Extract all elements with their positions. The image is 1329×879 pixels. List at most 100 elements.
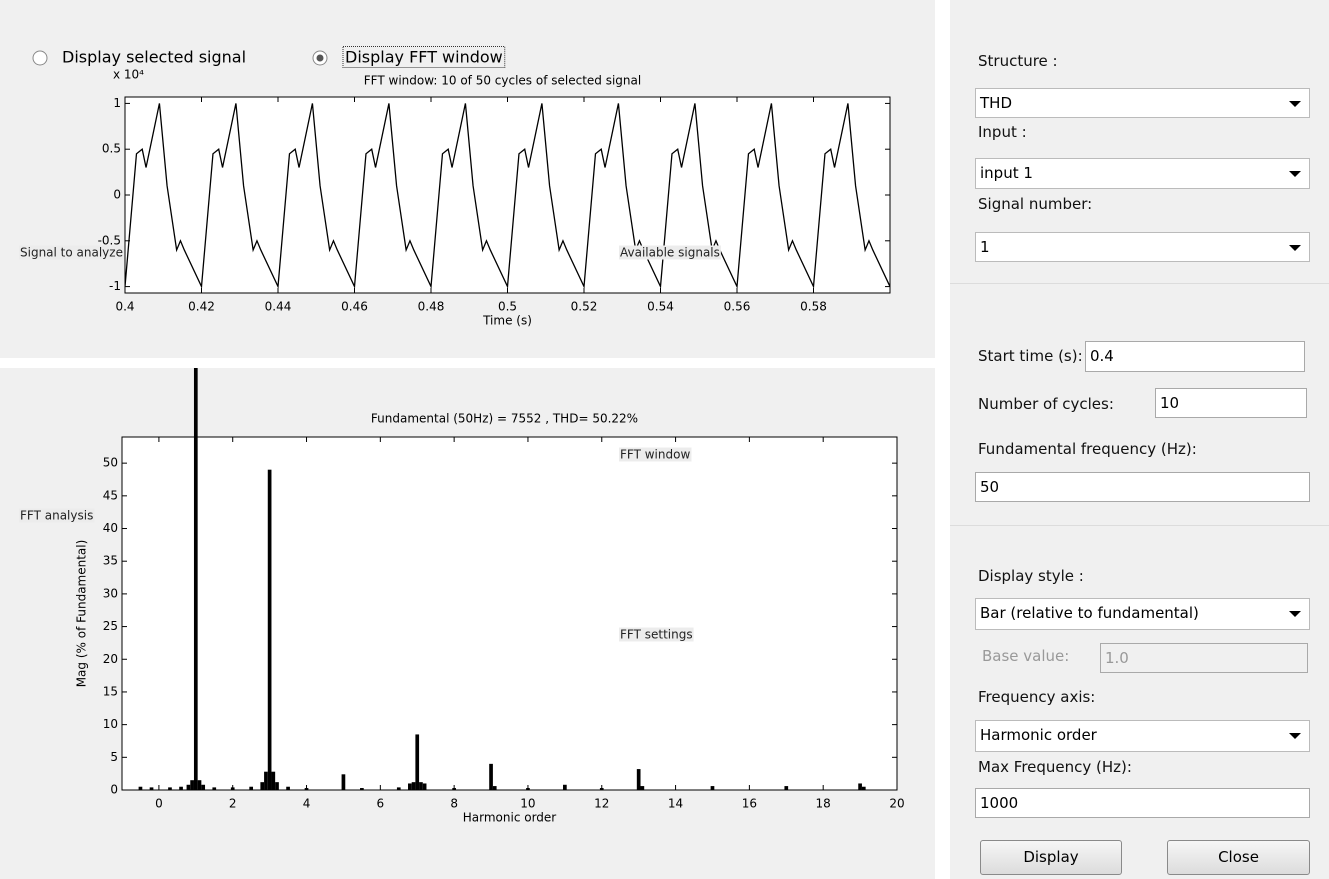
- bar: [636, 769, 641, 790]
- panel-label-bg: [619, 627, 694, 642]
- bar: [489, 763, 493, 790]
- bar: [168, 787, 172, 790]
- bar: [858, 783, 862, 790]
- bar: [275, 782, 279, 790]
- text-field[interactable]: 1000: [975, 788, 1310, 818]
- data-layer: [125, 103, 890, 290]
- label: Frequency axis:: [978, 688, 1096, 706]
- y-tick-label: 20: [103, 652, 118, 666]
- panel-label: FFT settings: [620, 628, 693, 642]
- x-tick-label: 8: [450, 797, 458, 811]
- y-tick-label: 0: [113, 188, 121, 202]
- display-button[interactable]: Display: [980, 840, 1122, 875]
- x-tick-label: 0.48: [418, 300, 445, 314]
- bar: [408, 783, 412, 790]
- dropdown[interactable]: input 1: [975, 158, 1310, 189]
- y-tick-label: -0.5: [98, 233, 121, 247]
- bar: [286, 786, 290, 790]
- x-tick-label: 2: [229, 797, 237, 811]
- y-tick-label: 50: [103, 456, 118, 470]
- separator: [950, 283, 1329, 284]
- dropdown[interactable]: Harmonic order: [975, 720, 1310, 752]
- y-tick-label: 30: [103, 586, 118, 600]
- focus-box: [342, 46, 506, 68]
- bar: [396, 787, 401, 790]
- panel-label-bg: [19, 508, 95, 523]
- panel-label: FFT analysis: [20, 509, 93, 523]
- panel-label-bg: [619, 447, 692, 462]
- y-tick-label: 5: [110, 750, 118, 764]
- label: Base value:: [982, 647, 1070, 665]
- x-tick-label: 10: [520, 797, 535, 811]
- x-tick-label: 0.4: [115, 300, 134, 314]
- y-tick-label: 35: [103, 554, 118, 568]
- x-tick-label: 4: [303, 797, 311, 811]
- dropdown-value: input 1: [980, 164, 1033, 182]
- dropdown-arrow: [1289, 245, 1301, 251]
- bar: [784, 786, 789, 790]
- dropdown[interactable]: 1: [975, 232, 1310, 262]
- y-tick-label: 25: [103, 619, 118, 633]
- bar: [419, 782, 423, 790]
- text-field[interactable]: 50: [975, 472, 1310, 502]
- panel-label-bg: [19, 245, 124, 260]
- text-field: 1.0: [1100, 643, 1308, 673]
- close-button[interactable]: Close: [1167, 840, 1310, 875]
- x-tick-label: 6: [377, 797, 385, 811]
- y-tick-label: 10: [103, 717, 118, 731]
- radio-label: Display selected signal: [62, 48, 246, 67]
- dropdown-arrow: [1289, 611, 1301, 617]
- bar: [186, 784, 191, 790]
- y-tick-label: 40: [103, 521, 118, 535]
- label: Structure :: [978, 52, 1058, 70]
- x-tick-label: 0: [155, 797, 163, 811]
- bar: [201, 784, 206, 790]
- dropdown[interactable]: THD: [975, 88, 1310, 118]
- x-tick-label: 0.56: [724, 300, 751, 314]
- x-tick-label: 0.44: [265, 300, 292, 314]
- panel-label: FFT window: [620, 448, 690, 462]
- dropdown[interactable]: Bar (relative to fundamental): [975, 598, 1310, 630]
- y-tick-label: 1: [113, 96, 121, 110]
- y-scale-label: x 10⁴: [113, 68, 144, 82]
- panel-label: Signal to analyze: [20, 246, 123, 260]
- dropdown-value: Bar (relative to fundamental): [980, 604, 1199, 622]
- panel-label: Available signals: [620, 246, 720, 260]
- x-tick-label: 20: [889, 797, 904, 811]
- radio-label: Display FFT window: [345, 48, 503, 67]
- bar: [411, 782, 416, 790]
- radio-button: [32, 50, 48, 66]
- label: Display style :: [978, 567, 1084, 585]
- label: Fundamental frequency (Hz):: [978, 440, 1197, 458]
- y-tick-label: 45: [103, 488, 118, 502]
- bar: [267, 469, 272, 790]
- x-tick-label: 0.5: [498, 300, 517, 314]
- x-tick-label: 12: [594, 797, 609, 811]
- dropdown-value: THD: [980, 94, 1012, 112]
- panel-label-bg: [619, 245, 721, 260]
- plot-area: [122, 437, 897, 790]
- bar: [563, 784, 567, 790]
- y-axis-label: Mag (% of Fundamental): [75, 540, 89, 688]
- x-tick-label: 18: [816, 797, 831, 811]
- x-axis-label: Time (s): [482, 314, 532, 328]
- label: Max Frequency (Hz):: [978, 758, 1132, 776]
- bar: [197, 780, 202, 790]
- dropdown-arrow: [1289, 171, 1301, 177]
- dropdown-arrow: [1289, 733, 1301, 739]
- radio-dot: [316, 54, 324, 62]
- bar: [341, 774, 346, 790]
- x-tick-label: 0.52: [571, 300, 598, 314]
- y-tick-label: -1: [109, 279, 121, 293]
- x-tick-label: 0.58: [800, 300, 827, 314]
- separator: [950, 525, 1329, 526]
- bar: [492, 786, 497, 790]
- plot-area: [125, 97, 890, 293]
- dropdown-value: 1: [980, 238, 990, 256]
- bar: [249, 786, 254, 790]
- y-tick-label: 0.5: [102, 142, 121, 156]
- text-field[interactable]: 10: [1155, 388, 1307, 418]
- dropdown-arrow: [1289, 101, 1301, 107]
- text-field[interactable]: 0.4: [1085, 341, 1305, 372]
